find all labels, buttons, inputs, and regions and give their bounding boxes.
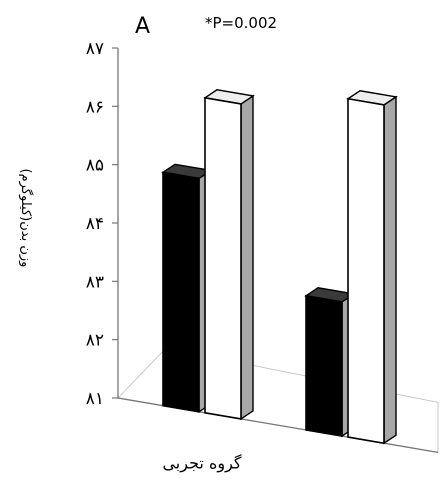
y-tick-label: ۸۱ — [86, 389, 104, 409]
bar-side — [383, 95, 397, 445]
y-tick-label: ۸۴ — [86, 214, 104, 234]
bars: گروه تجربیگروه کنترل — [161, 89, 398, 473]
y-axis: ۸۱ ۸۲ ۸۳ ۸۴ ۸۵ ۸۶ ۸۷ — [86, 39, 119, 409]
category-label: گروه تجربی — [162, 453, 241, 473]
labels: A *P=0.002 وزن بدن(کیلوگرم) — [18, 14, 277, 267]
bar-front — [347, 97, 385, 445]
y-tick-label: ۸۶ — [86, 97, 104, 117]
bar-0-1 — [203, 89, 255, 421]
bar-front — [305, 294, 343, 438]
bar-front — [162, 171, 200, 413]
bar-front — [204, 96, 242, 420]
bar-side — [240, 94, 254, 421]
y-tick-label: ۸۵ — [86, 156, 104, 176]
y-tick-label: ۸۳ — [86, 272, 104, 292]
p-value-annotation: *P=0.002 — [205, 14, 277, 32]
bar-1-1 — [346, 90, 398, 445]
bar-1-0 — [304, 287, 356, 438]
bar-0-0 — [161, 163, 213, 414]
y-tick-label: ۸۷ — [86, 39, 104, 59]
y-axis-label: وزن بدن(کیلوگرم) — [18, 169, 34, 268]
panel-label: A — [135, 14, 150, 39]
y-tick-label: ۸۲ — [86, 331, 104, 351]
